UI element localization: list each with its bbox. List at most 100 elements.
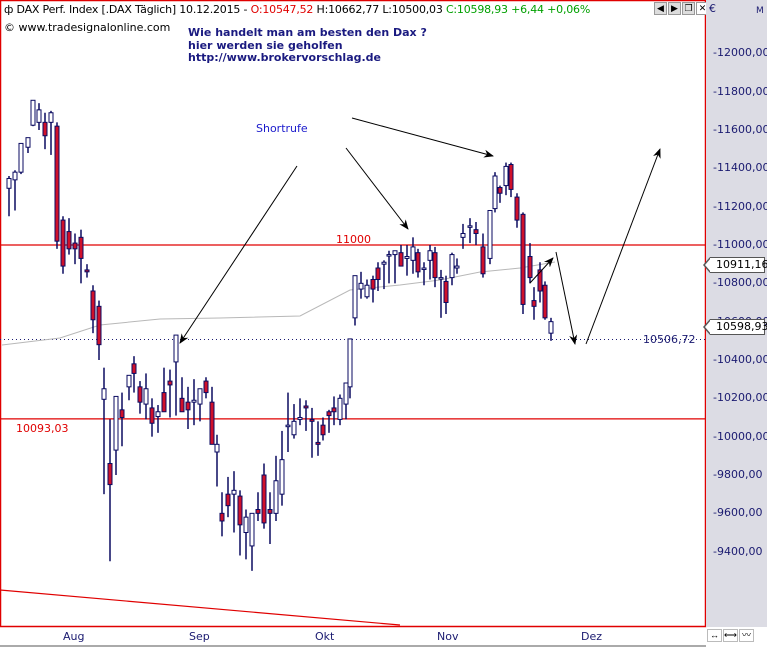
time-axis[interactable]: Aug Sep Okt Nov Dez	[0, 627, 706, 647]
candle	[309, 407, 315, 458]
open-value: O:10547,52	[250, 3, 314, 16]
month-label: Nov	[437, 630, 459, 643]
chart-header: ф DAX Perf. Index [.DAX Täglich] 10.12.2…	[4, 3, 590, 16]
candle	[25, 137, 31, 153]
candle	[460, 223, 466, 249]
candle	[179, 377, 185, 413]
candle	[326, 409, 332, 433]
candle	[514, 193, 520, 228]
candle	[381, 260, 387, 290]
candle	[225, 476, 231, 518]
candle	[155, 405, 161, 433]
candle	[185, 386, 191, 430]
candle	[84, 264, 90, 278]
price-tick-label: -11000,00	[713, 238, 767, 251]
candle	[149, 398, 155, 437]
candle	[508, 162, 514, 198]
candle	[126, 374, 132, 401]
candle	[30, 99, 36, 127]
month-label: Sep	[189, 630, 210, 643]
candle	[432, 246, 438, 288]
month-label: Dez	[581, 630, 603, 643]
price-axis[interactable]: € M -9400,00 -9600,00 -9800,00 -10000,00 -10…	[706, 0, 767, 627]
price-tick-label: -10200,00	[713, 391, 767, 405]
promo-line-3: http://www.brokervorschlag.de	[188, 51, 382, 64]
candle	[503, 162, 509, 196]
line-tool-icon[interactable]: 〰	[739, 629, 754, 642]
currency-icon: €	[709, 2, 716, 15]
candle	[303, 400, 309, 431]
candle	[487, 209, 493, 265]
price-tick-label: -10000,00	[713, 429, 767, 443]
candle	[386, 250, 392, 284]
candle	[443, 275, 449, 315]
back-arrow-icon[interactable]: ◀	[654, 2, 667, 15]
candle	[96, 300, 102, 361]
trendline-red	[0, 589, 401, 626]
level-10506-label: 10506,72	[643, 333, 696, 346]
change-pct-value: +0,06%	[547, 3, 591, 16]
price-tick-label: -10400,00	[713, 353, 767, 366]
candle	[143, 373, 149, 420]
ma-price-tag: 10911,16	[703, 257, 767, 273]
candle	[497, 185, 503, 203]
zoom-x-icon[interactable]: ↔	[707, 629, 722, 642]
candle	[454, 258, 460, 274]
low-value: L:10500,03	[382, 3, 443, 16]
candle	[48, 110, 54, 155]
candle	[520, 212, 526, 315]
candle	[243, 509, 249, 560]
candle	[392, 250, 398, 284]
candle	[173, 334, 179, 416]
candle	[261, 463, 267, 529]
candle	[398, 245, 404, 267]
candle	[191, 379, 197, 426]
promo-text: Wie handelt man am besten den Dax ? hier…	[188, 26, 427, 65]
candle	[101, 367, 107, 495]
candle	[219, 492, 225, 537]
candle	[167, 369, 173, 418]
candle	[537, 262, 543, 303]
price-tick-label: -12000,00	[713, 46, 767, 60]
forward-arrow-icon[interactable]: ▶	[668, 2, 681, 15]
candle	[78, 229, 84, 284]
candle	[542, 281, 548, 320]
candle	[18, 142, 24, 175]
candle	[209, 386, 215, 445]
level-10093-label: 10093,03	[16, 422, 69, 435]
candle	[137, 381, 143, 414]
moving-average-line	[1, 261, 556, 346]
candle	[492, 172, 498, 213]
candle	[214, 434, 220, 487]
level-11000-label: 11000	[336, 233, 371, 246]
candle	[427, 245, 433, 280]
last-price-tag: 10598,93	[703, 319, 767, 335]
candle	[255, 492, 261, 522]
promo-line-2: hier werden sie geholfen	[188, 38, 343, 52]
candle	[161, 367, 167, 413]
candle	[315, 421, 321, 456]
candle	[531, 287, 537, 320]
restore-icon[interactable]: ❐	[682, 2, 695, 15]
high-value: H:10662,77	[316, 3, 380, 16]
candle	[527, 243, 533, 284]
candle	[297, 398, 303, 426]
chart-tools: ↔ ⟷ 〰	[707, 629, 754, 642]
mode-icon[interactable]: M	[756, 6, 764, 16]
candle	[90, 285, 96, 334]
candle	[320, 417, 326, 441]
candle	[237, 490, 243, 556]
candle	[331, 396, 337, 426]
annotation-arrows	[179, 117, 661, 345]
candle	[131, 356, 137, 393]
change-value: +6,44	[511, 3, 544, 16]
candle	[438, 269, 444, 318]
candle	[66, 218, 72, 255]
price-tick-label: -9800,00	[713, 468, 763, 481]
candle	[42, 112, 48, 150]
zoom-fit-icon[interactable]: ⟷	[723, 629, 738, 642]
candle	[285, 392, 291, 453]
price-tick-label: -11400,00	[713, 161, 767, 175]
